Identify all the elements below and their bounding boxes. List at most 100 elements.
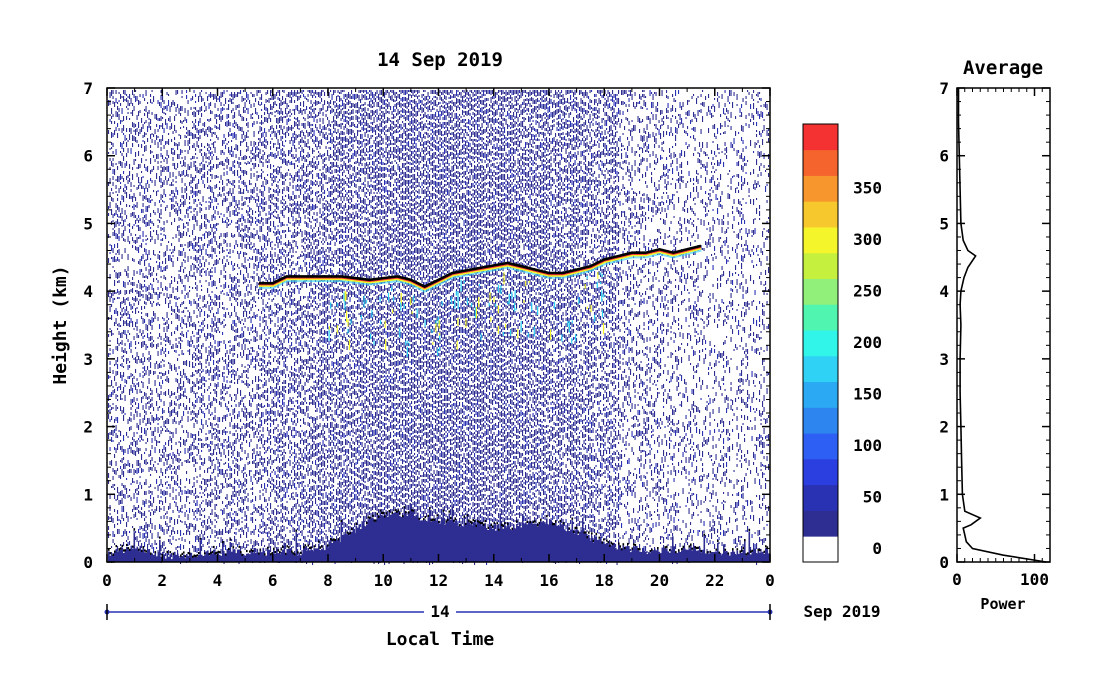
heatmap-cell (223, 140, 225, 144)
heatmap-cell (145, 313, 147, 316)
heatmap-cell (145, 167, 147, 171)
heatmap-cell (118, 519, 120, 521)
heatmap-cell (210, 414, 212, 416)
heatmap-cell (129, 343, 131, 349)
heatmap-cell (289, 440, 291, 444)
heatmap-cell (250, 347, 252, 349)
heatmap-cell (174, 296, 176, 299)
heatmap-cell (262, 171, 264, 173)
heatmap-cell (289, 345, 291, 349)
heatmap-cell (277, 429, 279, 432)
heatmap-cell (114, 534, 116, 537)
heatmap-cell (208, 449, 210, 452)
heatmap-cell (286, 527, 288, 529)
heatmap-cell (292, 247, 294, 253)
heatmap-cell (274, 368, 276, 372)
heatmap-cell (214, 300, 216, 306)
heatmap-cell (288, 169, 290, 171)
heatmap-cell (142, 353, 144, 357)
heatmap-cell (273, 358, 275, 362)
heatmap-cell (211, 143, 213, 145)
heatmap-cell (192, 457, 194, 462)
heatmap-cell (175, 296, 177, 300)
heatmap-cell (189, 523, 191, 529)
heatmap-cell (264, 326, 266, 330)
heatmap-cell (285, 201, 287, 204)
heatmap-cell (151, 390, 153, 395)
heatmap-cell (223, 104, 225, 106)
heatmap-cell (286, 501, 288, 503)
heatmap-cell (274, 335, 276, 338)
heatmap-cell (264, 405, 266, 407)
heatmap-cell (117, 523, 119, 525)
heatmap-cell (120, 446, 122, 450)
heatmap-cell (297, 316, 299, 321)
heatmap-cell (112, 133, 114, 137)
heatmap-cell (270, 173, 272, 178)
heatmap-cell (145, 479, 147, 485)
heatmap-cell (124, 343, 126, 346)
heatmap-cell (231, 484, 233, 487)
heatmap-cell (150, 460, 152, 465)
heatmap-cell (195, 191, 197, 197)
heatmap-cell (201, 538, 203, 544)
heatmap-cell (277, 542, 279, 545)
heatmap-cell (121, 469, 123, 475)
heatmap-cell (210, 254, 212, 257)
heatmap-cell (193, 464, 195, 467)
heatmap-cell (280, 116, 282, 121)
heatmap-cell (148, 184, 150, 188)
heatmap-cell (274, 427, 276, 430)
heatmap-cell (174, 125, 176, 131)
heatmap-cell (285, 534, 287, 537)
heatmap-cell (274, 391, 276, 397)
heatmap-cell (294, 551, 296, 555)
heatmap-cell (223, 108, 225, 110)
heatmap-cell (280, 486, 282, 492)
heatmap-cell (279, 348, 281, 354)
heatmap-cell (199, 190, 201, 194)
heatmap-cell (141, 342, 143, 348)
heatmap-cell (178, 337, 180, 339)
heatmap-cell (127, 273, 129, 278)
heatmap-cell (138, 403, 140, 409)
heatmap-cell (124, 219, 126, 222)
heatmap-cell (265, 390, 267, 393)
heatmap-cell (268, 378, 270, 382)
heatmap-cell (187, 310, 189, 312)
heatmap-cell (117, 198, 119, 201)
heatmap-cell (283, 537, 285, 541)
heatmap-cell (286, 119, 288, 125)
heatmap-cell (139, 435, 141, 438)
heatmap-cell (283, 254, 285, 257)
heatmap-cell (207, 165, 209, 167)
heatmap-cell (207, 187, 209, 189)
heatmap-cell (184, 117, 186, 121)
heatmap-cell (268, 306, 270, 312)
heatmap-cell (291, 446, 293, 450)
heatmap-cell (234, 92, 236, 98)
heatmap-cell (262, 293, 264, 297)
heatmap-cell (291, 477, 293, 479)
heatmap-cell (250, 421, 252, 423)
heatmap-cell (240, 428, 242, 432)
heatmap-cell (168, 139, 170, 145)
heatmap-cell (244, 225, 246, 231)
heatmap-cell (267, 395, 269, 401)
heatmap-cell (130, 304, 132, 310)
heatmap-cell (249, 207, 251, 212)
heatmap-cell (145, 403, 147, 409)
heatmap-cell (187, 330, 189, 332)
heatmap-cell (117, 395, 119, 397)
heatmap-cell (291, 383, 293, 389)
heatmap-cell (150, 219, 152, 223)
heatmap-cell (241, 527, 243, 532)
heatmap-cell (235, 528, 237, 530)
heatmap-cell (222, 107, 224, 111)
heatmap-cell (237, 212, 239, 216)
heatmap-cell (295, 172, 297, 177)
heatmap-cell (130, 407, 132, 410)
heatmap-cell (184, 108, 186, 113)
heatmap-cell (147, 188, 149, 192)
heatmap-cell (270, 533, 272, 536)
